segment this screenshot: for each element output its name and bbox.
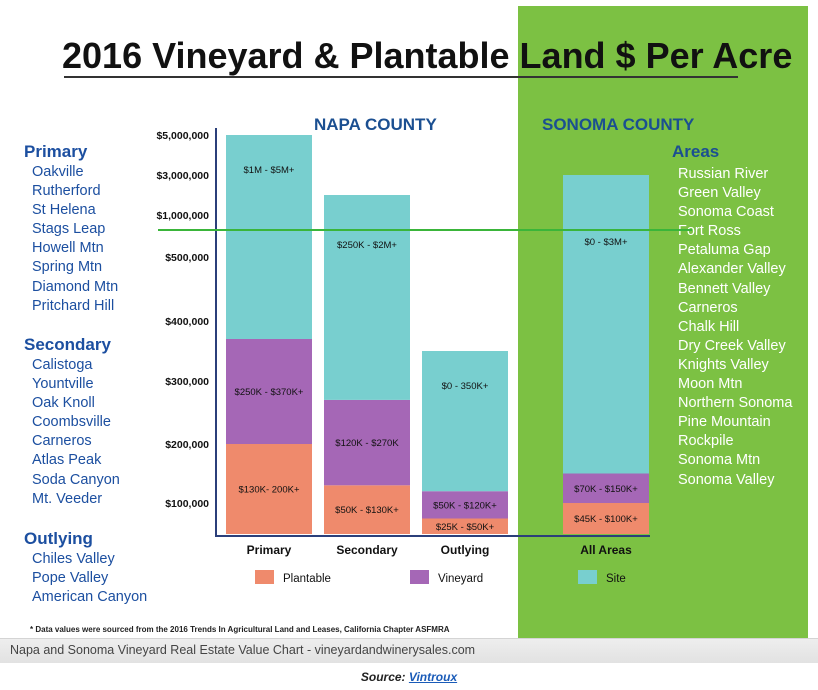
bar-value-label: $1M - $5M+	[244, 165, 295, 176]
area-item: Knights Valley	[678, 356, 769, 373]
outlying-region-list: Outlying Chiles Valley Pope Valley Ameri…	[24, 528, 147, 607]
region-item: American Canyon	[32, 589, 148, 606]
legend-swatch-site	[578, 570, 597, 584]
area-item: Alexander Valley	[678, 261, 786, 278]
area-item: Carneros	[678, 299, 738, 316]
sonoma-county-label: SONOMA COUNTY	[542, 115, 695, 134]
outlying-header: Outlying	[24, 529, 93, 548]
areas-header: Areas	[672, 142, 720, 161]
region-item: Mt. Veeder	[32, 490, 103, 507]
bar-segment-vineyard	[563, 473, 649, 503]
y-tick-label: $400,000	[165, 316, 209, 328]
area-item: Petaluma Gap	[678, 242, 771, 259]
area-item: Rockpile	[678, 433, 734, 450]
bar-value-label: $250K - $370K+	[235, 387, 304, 398]
bar-segment-site	[226, 135, 312, 339]
caption-bar: Napa and Sonoma Vineyard Real Estate Val…	[0, 638, 818, 663]
y-tick-label: $200,000	[165, 439, 209, 451]
area-item: Green Valley	[678, 185, 761, 202]
bar-value-label: $70K - $150K+	[574, 484, 638, 495]
y-tick-label: $100,000	[165, 498, 209, 510]
legend-label: Site	[606, 573, 626, 585]
secondary-header: Secondary	[24, 335, 111, 354]
area-item: Pine Mountain	[678, 414, 771, 431]
area-item: Russian River	[678, 166, 769, 182]
sonoma-areas-list: Areas Russian River Green Valley Sonoma …	[672, 141, 792, 490]
stacked-bar-chart: $100,000 $200,000 $300,000 $400,000 $500,000…	[156, 128, 692, 585]
region-item: Yountville	[32, 376, 94, 393]
bar-segment-plantable	[563, 503, 649, 534]
region-item: Chiles Valley	[32, 551, 115, 567]
legend-label: Plantable	[283, 573, 331, 585]
bar-value-label: $130K- 200K+	[238, 485, 299, 496]
region-item: Rutherford	[32, 183, 101, 200]
bar-value-label: $50K - $130K+	[335, 505, 399, 516]
bar-segment-vineyard	[226, 339, 312, 444]
source-prefix: Source:	[360, 670, 409, 684]
x-category-label: All Areas	[580, 543, 632, 557]
bar-segment-plantable	[324, 485, 410, 534]
bar-value-label: $120K - $270K	[335, 438, 399, 449]
region-item: Spring Mtn	[32, 259, 103, 276]
region-item: Atlas Peak	[32, 452, 102, 469]
bar-value-label: $250K - $2M+	[337, 240, 397, 251]
y-tick-label: $3,000,000	[156, 170, 209, 182]
area-item: Fort Ross	[678, 223, 741, 240]
region-item: Calistoga	[32, 357, 93, 373]
area-item: Sonoma Mtn	[678, 452, 761, 469]
area-item: Chalk Hill	[678, 318, 740, 335]
bar-value-label: $0 - 350K+	[442, 381, 489, 392]
bar-segment-vineyard	[422, 491, 508, 519]
y-tick-label: $300,000	[165, 376, 209, 388]
y-tick-label: $5,000,000	[156, 130, 209, 142]
area-item: Sonoma Coast	[678, 204, 774, 221]
bar-value-label: $25K - $50K+	[436, 522, 495, 533]
y-tick-label: $1,000,000	[156, 210, 209, 222]
source-line: Source: Vintroux	[0, 670, 818, 684]
area-item: Bennett Valley	[678, 280, 771, 297]
x-category-label: Secondary	[336, 543, 398, 557]
region-item: St Helena	[32, 202, 96, 219]
legend-swatch-plantable	[255, 570, 274, 584]
legend-swatch-vineyard	[410, 570, 429, 584]
image-caption: Napa and Sonoma Vineyard Real Estate Val…	[10, 643, 476, 657]
primary-region-list: Primary Oakville Rutherford St Helena St…	[24, 141, 118, 316]
x-category-label: Outlying	[441, 543, 490, 557]
region-item: Soda Canyon	[32, 471, 120, 488]
area-item: Moon Mtn	[678, 376, 743, 393]
bar-segment-vineyard	[324, 399, 410, 486]
footnote: * Data values were sourced from the 2016…	[30, 625, 450, 634]
bar-segment-site	[324, 195, 410, 400]
title-underline	[64, 76, 738, 78]
region-item: Oak Knoll	[32, 395, 95, 412]
legend-label: Vineyard	[438, 573, 483, 585]
area-item: Sonoma Valley	[678, 471, 775, 488]
region-item: Carneros	[32, 433, 92, 450]
bar-value-label: $45K - $100K+	[574, 514, 638, 525]
region-item: Stags Leap	[32, 221, 106, 238]
region-item: Diamond Mtn	[32, 278, 119, 295]
primary-header: Primary	[24, 142, 88, 161]
bar-segment-plantable	[226, 444, 312, 534]
bar-value-label: $0 - $3M+	[584, 237, 627, 248]
chart-title: 2016 Vineyard & Plantable Land $ Per Acr…	[62, 35, 793, 76]
region-item: Howell Mtn	[32, 240, 104, 257]
napa-county-label: NAPA COUNTY	[314, 115, 437, 134]
area-item: Dry Creek Valley	[678, 337, 786, 354]
region-item: Oakville	[32, 164, 84, 180]
area-item: Northern Sonoma	[678, 395, 793, 412]
bar-segment-site	[422, 351, 508, 492]
source-link[interactable]: Vintroux	[408, 670, 458, 684]
region-item: Pritchard Hill	[32, 297, 115, 314]
x-category-label: Primary	[247, 543, 292, 557]
bar-segment-site	[563, 175, 649, 474]
secondary-region-list: Secondary Calistoga Yountville Oak Knoll…	[24, 334, 120, 509]
region-item: Pope Valley	[32, 570, 109, 587]
bar-segment-plantable	[422, 518, 508, 534]
region-item: Coombsville	[32, 414, 111, 431]
bar-value-label: $50K - $120K+	[433, 500, 497, 511]
y-tick-label: $500,000	[165, 252, 209, 264]
